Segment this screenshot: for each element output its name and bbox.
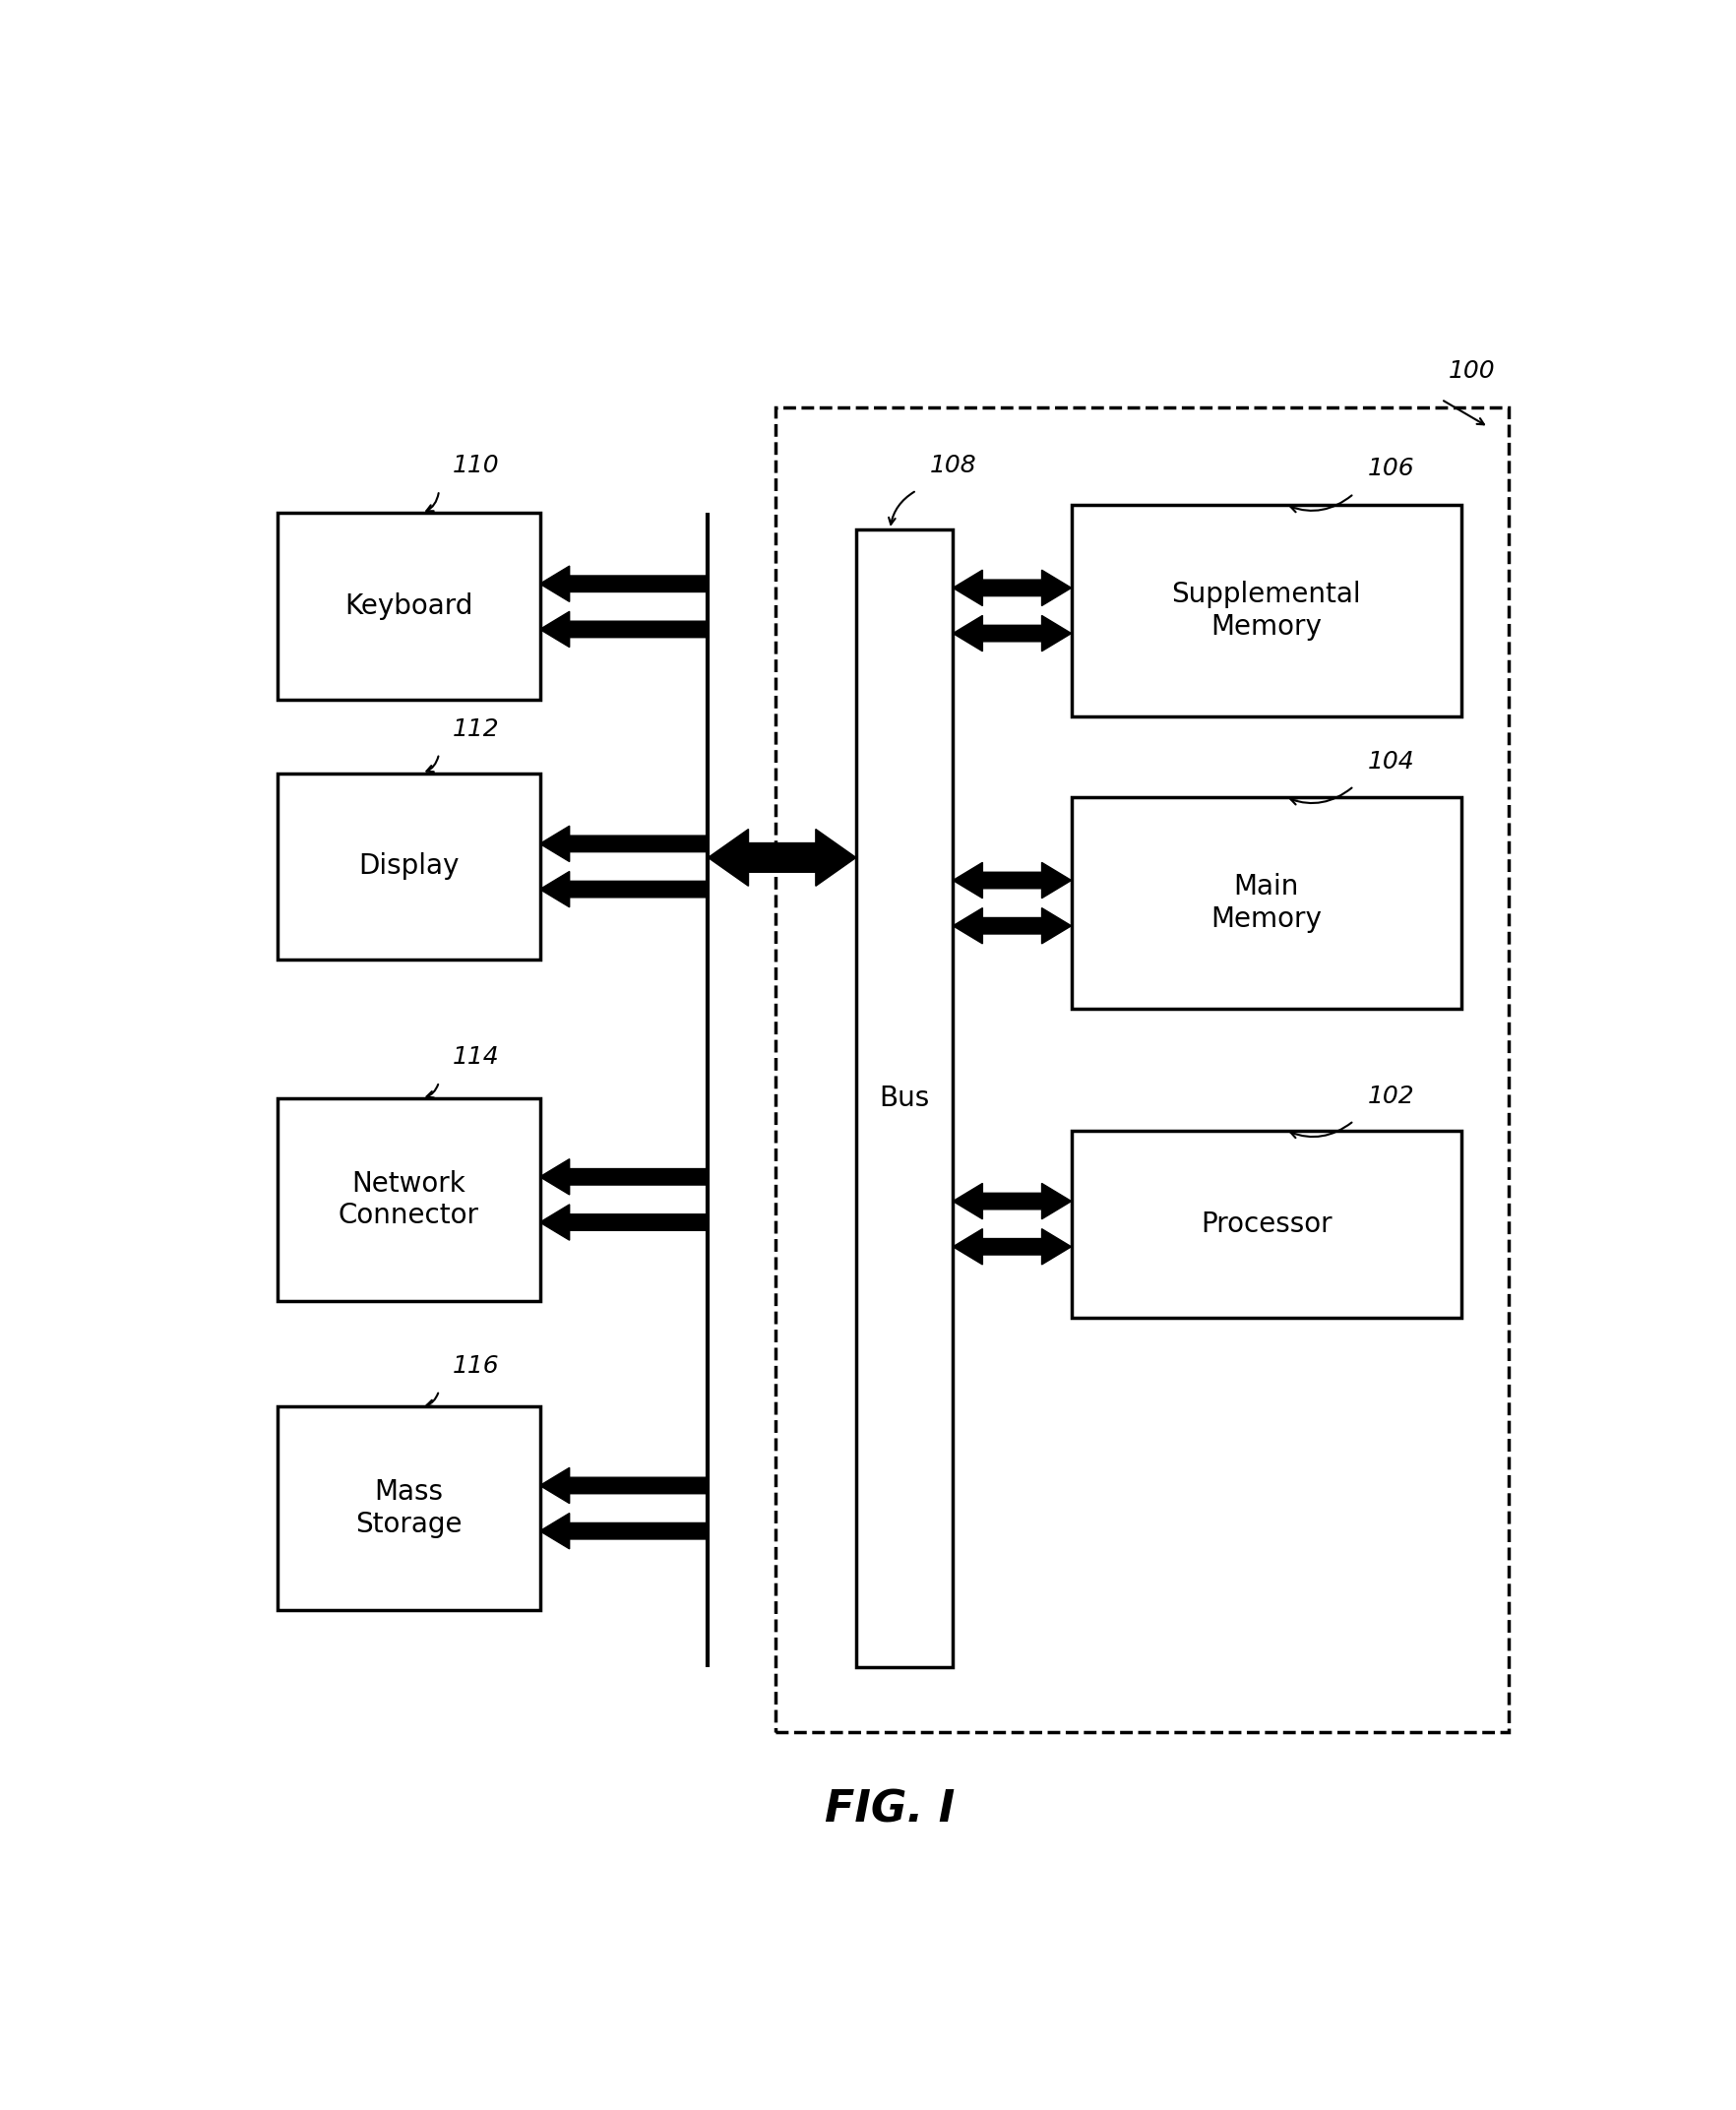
Text: 102: 102 bbox=[1368, 1085, 1415, 1108]
Bar bbox=[1071, 1131, 1462, 1317]
Bar bbox=[278, 772, 540, 960]
Polygon shape bbox=[540, 825, 708, 861]
Polygon shape bbox=[953, 1228, 1071, 1264]
Text: Network
Connector: Network Connector bbox=[339, 1169, 479, 1230]
Polygon shape bbox=[953, 1184, 1071, 1220]
Polygon shape bbox=[540, 1469, 708, 1504]
Text: 104: 104 bbox=[1368, 749, 1415, 772]
Bar bbox=[278, 1097, 540, 1302]
Text: 100: 100 bbox=[1448, 359, 1495, 384]
Polygon shape bbox=[953, 907, 1071, 943]
Text: 110: 110 bbox=[453, 454, 500, 477]
Text: Display: Display bbox=[358, 852, 458, 880]
Polygon shape bbox=[953, 616, 1071, 652]
Text: 116: 116 bbox=[453, 1355, 500, 1378]
Text: Supplemental
Memory: Supplemental Memory bbox=[1172, 580, 1361, 639]
Text: 112: 112 bbox=[453, 717, 500, 741]
Text: Main
Memory: Main Memory bbox=[1212, 874, 1321, 933]
Polygon shape bbox=[540, 1158, 708, 1194]
Bar bbox=[278, 1407, 540, 1610]
Text: 114: 114 bbox=[453, 1044, 500, 1070]
Polygon shape bbox=[540, 1513, 708, 1549]
Bar bbox=[1071, 798, 1462, 1009]
Polygon shape bbox=[953, 863, 1071, 899]
Text: FIG. I: FIG. I bbox=[825, 1789, 955, 1831]
Text: Processor: Processor bbox=[1201, 1211, 1332, 1239]
Bar bbox=[856, 530, 953, 1667]
Polygon shape bbox=[540, 612, 708, 648]
Polygon shape bbox=[540, 871, 708, 907]
Text: 108: 108 bbox=[930, 454, 977, 477]
Bar bbox=[1071, 504, 1462, 715]
Text: Bus: Bus bbox=[878, 1085, 930, 1112]
Polygon shape bbox=[708, 829, 856, 886]
Polygon shape bbox=[540, 565, 708, 601]
Text: Keyboard: Keyboard bbox=[344, 593, 472, 620]
Bar bbox=[776, 407, 1509, 1732]
Polygon shape bbox=[953, 570, 1071, 606]
Bar bbox=[278, 513, 540, 701]
Text: 106: 106 bbox=[1368, 458, 1415, 481]
Text: Mass
Storage: Mass Storage bbox=[356, 1479, 462, 1538]
Polygon shape bbox=[540, 1205, 708, 1241]
